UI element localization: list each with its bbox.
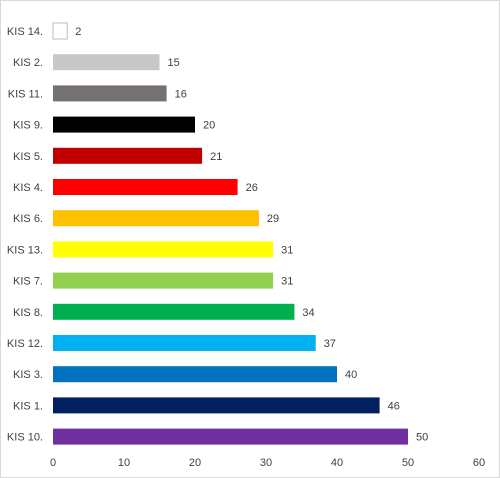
data-label: 46 (388, 400, 400, 412)
data-label: 26 (246, 182, 258, 194)
category-labels: KIS 14. KIS 2. KIS 11. KIS 9. KIS 5. KIS 4. KI… (7, 26, 43, 444)
category-label: KIS 6. (13, 213, 43, 225)
data-label: 31 (281, 244, 293, 256)
data-label: 37 (324, 338, 336, 350)
category-label: KIS 14. (7, 26, 43, 38)
data-label: 2 (75, 26, 81, 38)
category-label: KIS 1. (13, 400, 43, 412)
category-label: KIS 10. (7, 432, 43, 444)
data-label: 40 (345, 369, 357, 381)
category-label: KIS 9. (13, 120, 43, 132)
bars-layer (52, 22, 408, 445)
bar-kis-5 (53, 147, 203, 164)
bar-kis-2 (53, 54, 160, 71)
x-tick-label: 20 (189, 457, 201, 469)
x-axis-tick-labels: 0 10 20 30 40 50 60 (50, 457, 485, 469)
data-label: 16 (175, 88, 187, 100)
category-label: KIS 13. (7, 244, 43, 256)
category-label: KIS 2. (13, 57, 43, 69)
data-labels: 2 15 16 20 21 26 29 31 31 34 37 40 46 50 (75, 26, 428, 444)
data-label: 29 (267, 213, 279, 225)
x-tick-label: 10 (118, 457, 130, 469)
data-label: 50 (416, 432, 428, 444)
bar-kis-7 (53, 272, 274, 289)
x-tick-label: 0 (50, 457, 56, 469)
category-label: KIS 5. (13, 151, 43, 163)
category-label: KIS 8. (13, 307, 43, 319)
category-label: KIS 7. (13, 276, 43, 288)
data-label: 31 (281, 276, 293, 288)
bar-kis-10 (53, 428, 408, 445)
data-label: 15 (168, 57, 180, 69)
bar-kis-14 (52, 22, 68, 40)
bar-kis-11 (53, 85, 167, 102)
x-tick-label: 60 (473, 457, 485, 469)
category-label: KIS 4. (13, 182, 43, 194)
bar-kis-8 (53, 303, 295, 320)
data-label: 34 (302, 307, 314, 319)
bar-kis-4 (53, 179, 238, 195)
x-tick-label: 50 (402, 457, 414, 469)
data-label: 20 (203, 120, 215, 132)
bar-kis-13 (53, 241, 274, 258)
bar-kis-9 (53, 116, 195, 133)
bar-kis-12 (53, 335, 316, 351)
x-tick-label: 40 (331, 457, 343, 469)
bar-kis-1 (53, 397, 380, 414)
bar-kis-3 (53, 366, 337, 383)
data-label: 21 (210, 151, 222, 163)
category-label: KIS 12. (7, 338, 43, 350)
category-label: KIS 11. (8, 88, 43, 100)
bar-kis-6 (53, 210, 259, 227)
category-label: KIS 3. (13, 369, 43, 381)
x-tick-label: 30 (260, 457, 272, 469)
